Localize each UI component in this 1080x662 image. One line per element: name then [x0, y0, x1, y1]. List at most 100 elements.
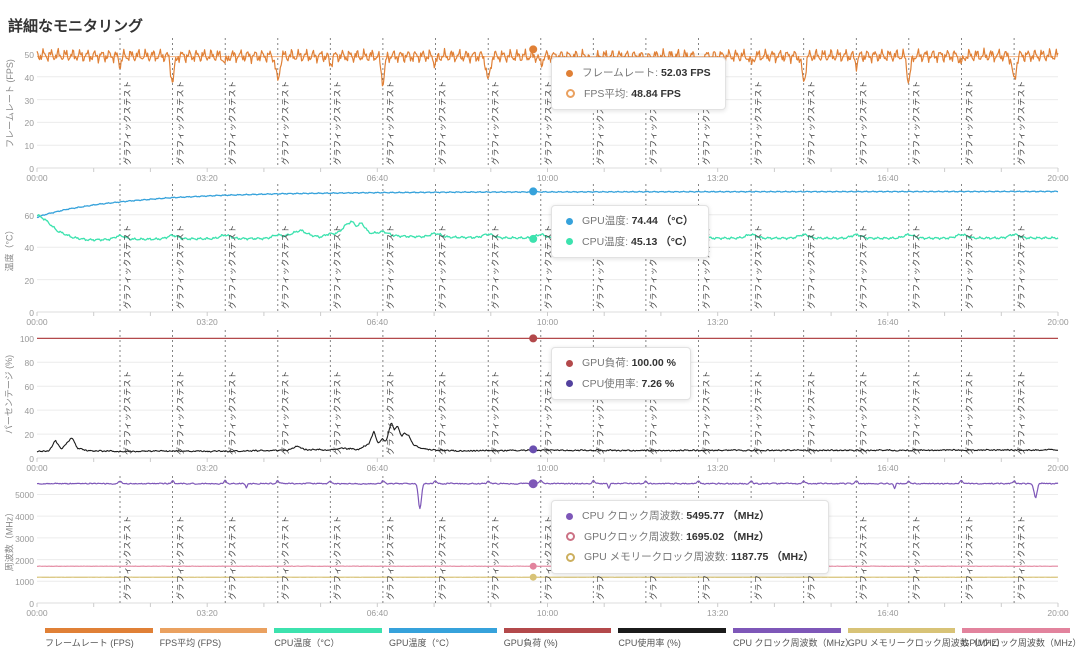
- chart-temperature: 温度（°C） 0 20 40 60 00:00 03:20 06:40 10:00 13:20 16…: [0, 176, 1080, 332]
- cursor-point-marker: [529, 573, 537, 581]
- scene-marker-label: グラフィックステスト: [438, 224, 448, 309]
- y-tick-label: 0: [29, 164, 34, 174]
- scene-marker-label: グラフィックステスト: [491, 515, 501, 600]
- tooltip-label: GPU メモリークロック周波数: 1187.75 （MHz）: [584, 551, 814, 563]
- legend-label: フレームレート (FPS): [45, 638, 134, 648]
- scene-marker-label: グラフィックステスト: [438, 370, 448, 455]
- legend-item[interactable]: CPU クロック周波数（MHz）: [733, 628, 854, 649]
- cursor-point-marker: [529, 234, 538, 243]
- tooltip-row: FPS平均: 48.84 FPS: [566, 87, 711, 100]
- y-tick-label: 80: [24, 358, 34, 369]
- tooltip-label: フレームレート: 52.03 FPS: [582, 67, 711, 79]
- legend-item[interactable]: GPUクロック周波数（MHz）: [962, 628, 1080, 649]
- tooltip-row: GPUクロック周波数: 1695.02 （MHz）: [566, 530, 814, 543]
- series-dot-icon: [566, 238, 573, 246]
- legend-item[interactable]: CPU温度（°C）: [274, 628, 383, 649]
- scene-marker-label: グラフィックステスト: [964, 80, 974, 165]
- y-tick-label: 60: [24, 382, 34, 393]
- cursor-point-marker: [529, 445, 538, 454]
- x-tick-label: 20:00: [1047, 463, 1069, 473]
- y-tick-label: 20: [24, 430, 34, 441]
- x-tick-label: 00:00: [26, 463, 48, 473]
- legend-color-bar: [962, 628, 1071, 633]
- series-dot-icon: [566, 380, 573, 388]
- scene-marker-label: グラフィックステスト: [123, 370, 132, 455]
- x-tick-label: 13:20: [707, 173, 729, 183]
- x-tick-label: 03:20: [196, 608, 218, 618]
- scene-marker-label: グラフィックステスト: [175, 224, 185, 309]
- scene-marker-label: グラフィックステスト: [280, 370, 290, 455]
- plot-area-framerate[interactable]: [0, 30, 1080, 174]
- scene-marker-label: グラフィックステスト: [491, 224, 501, 309]
- y-tick-label: 4000: [15, 512, 34, 523]
- x-tick-label: 03:20: [196, 173, 218, 183]
- x-tick-label: 10:00: [536, 317, 559, 327]
- scene-marker-label: グラフィックステスト: [438, 515, 448, 600]
- x-tick-label: 20:00: [1047, 317, 1069, 327]
- scene-marker-label: グラフィックステスト: [333, 515, 343, 600]
- chart-tooltip: CPU クロック周波数: 5495.77 （MHz） GPUクロック周波数: 16…: [551, 500, 829, 574]
- cursor-point-marker: [529, 562, 537, 570]
- series-line: [36, 190, 1059, 219]
- tooltip-row: GPU温度: 74.44 （°C）: [566, 216, 694, 227]
- legend-label: CPU使用率 (%): [618, 638, 681, 648]
- series-line: [36, 479, 1059, 510]
- scene-marker-label: グラフィックステスト: [228, 515, 238, 600]
- cursor-point-marker: [529, 45, 538, 54]
- y-tick-label: 10: [24, 141, 34, 152]
- y-tick-label: 3000: [15, 533, 34, 544]
- scene-marker-label: グラフィックステスト: [754, 80, 764, 165]
- y-tick-label: 50: [24, 49, 34, 60]
- x-tick-label: 00:00: [26, 608, 48, 618]
- scene-marker-label: グラフィックステスト: [1017, 515, 1027, 600]
- scene-marker-label: グラフィックステスト: [228, 224, 238, 309]
- legend-label: GPU負荷 (%): [503, 638, 558, 648]
- scene-marker-label: グラフィックステスト: [385, 370, 395, 455]
- legend-item[interactable]: CPU使用率 (%): [618, 628, 727, 649]
- legend-label: GPU温度（°C）: [389, 638, 455, 648]
- x-tick-label: 20:00: [1047, 608, 1069, 618]
- x-tick-label: 06:40: [366, 463, 388, 473]
- legend-item[interactable]: フレームレート (FPS): [45, 628, 153, 649]
- series-legend: フレームレート (FPS) FPS平均 (FPS) CPU温度（°C） GPU温度（°…: [0, 628, 1080, 649]
- x-tick-label: 03:20: [196, 317, 218, 327]
- series-line: [36, 47, 1059, 87]
- x-tick-label: 06:40: [366, 173, 388, 183]
- legend-item[interactable]: FPS平均 (FPS): [159, 628, 268, 649]
- y-tick-label: 0: [29, 599, 34, 609]
- plot-area-frequency[interactable]: [0, 468, 1080, 609]
- y-tick-label: 40: [24, 406, 34, 417]
- legend-item[interactable]: GPU負荷 (%): [503, 628, 612, 649]
- tooltip-label: FPS平均: 48.84 FPS: [584, 87, 681, 100]
- legend-label: GPU メモリークロック周波数（MHz）: [847, 638, 1006, 648]
- scene-marker-label: グラフィックステスト: [754, 224, 764, 309]
- legend-label: GPUクロック周波数（MHz）: [962, 638, 1080, 648]
- cursor-point-marker: [528, 479, 538, 489]
- chart-percentage: パーセンテージ (%) 0 20 40 60 80 100 00:00 03:20 06:40 10…: [0, 322, 1080, 478]
- y-tick-label: 1000: [15, 577, 34, 588]
- legend-color-bar: [159, 628, 268, 633]
- plot-area-temperature[interactable]: [0, 176, 1080, 318]
- tooltip-row: GPU メモリークロック周波数: 1187.75 （MHz）: [566, 552, 814, 563]
- y-tick-label: 5000: [15, 490, 34, 501]
- y-tick-label: 0: [29, 308, 34, 318]
- x-tick-label: 13:20: [707, 317, 729, 327]
- scene-marker-label: グラフィックステスト: [754, 370, 764, 455]
- x-tick-label: 13:20: [707, 608, 729, 618]
- legend-item[interactable]: GPU メモリークロック周波数（MHz）: [847, 628, 1006, 649]
- x-tick-label: 00:00: [26, 317, 48, 327]
- legend-item[interactable]: GPU温度（°C）: [389, 628, 497, 649]
- x-tick-label: 06:40: [366, 317, 388, 327]
- scene-marker-label: グラフィックステスト: [806, 370, 816, 455]
- scene-marker-label: グラフィックステスト: [701, 370, 711, 455]
- legend-color-bar: [45, 628, 153, 633]
- tooltip-label: GPUクロック周波数: 1695.02 （MHz）: [584, 530, 770, 543]
- scene-marker-label: グラフィックステスト: [859, 515, 869, 600]
- series-dot-icon: [566, 532, 575, 542]
- cursor-point-marker: [529, 334, 538, 343]
- scene-marker-label: グラフィックステスト: [859, 370, 869, 455]
- legend-color-bar: [274, 628, 383, 633]
- scene-marker-label: グラフィックステスト: [333, 80, 343, 165]
- series-dot-icon: [566, 552, 575, 562]
- tooltip-row: CPU使用率: 7.26 %: [566, 378, 676, 390]
